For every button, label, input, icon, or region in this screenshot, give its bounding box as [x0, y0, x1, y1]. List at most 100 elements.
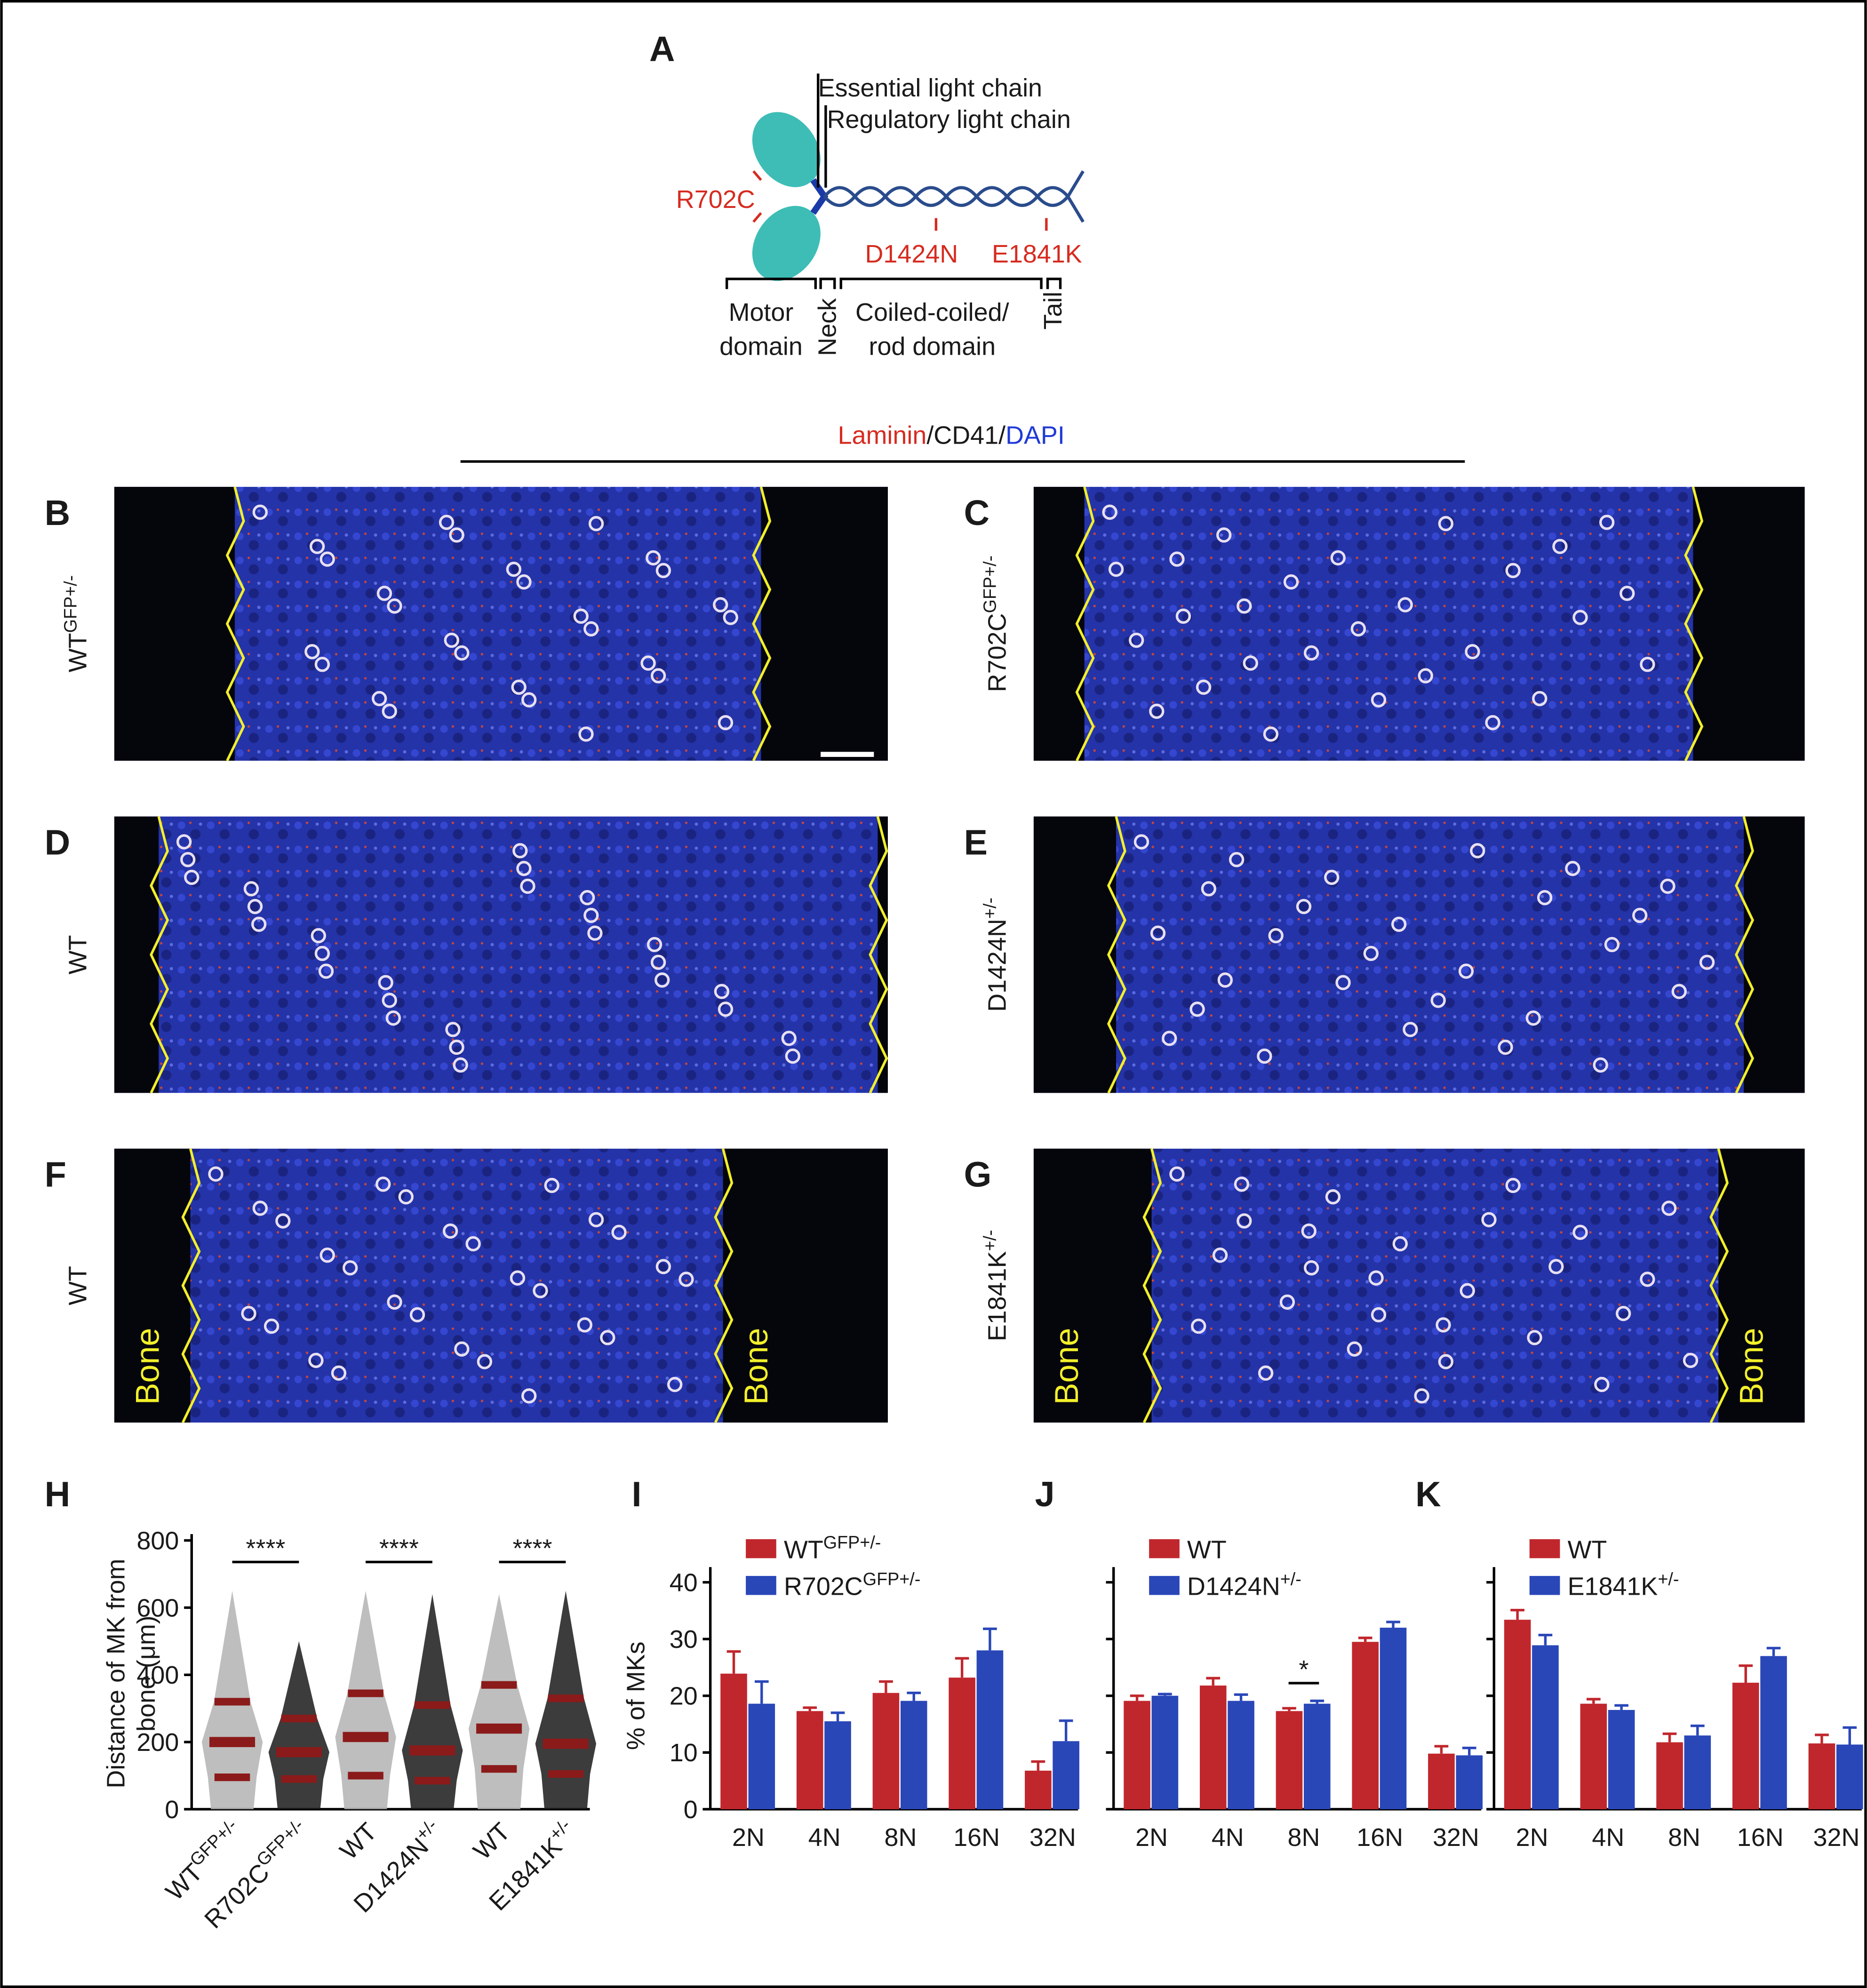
megakaryocyte — [304, 644, 320, 660]
median-bar — [543, 1738, 589, 1749]
megakaryocyte — [667, 1376, 683, 1392]
x-tick-label: 16N — [1356, 1823, 1403, 1852]
megakaryocyte — [1133, 834, 1149, 850]
megakaryocyte — [1217, 972, 1233, 988]
megakaryocyte — [176, 834, 192, 850]
megakaryocyte — [376, 586, 392, 601]
error-bar — [1234, 1693, 1248, 1701]
megakaryocyte — [1263, 726, 1279, 742]
bar — [1303, 1703, 1331, 1809]
megakaryocyte — [516, 574, 532, 590]
megakaryocyte — [1330, 550, 1346, 566]
bar — [720, 1673, 747, 1809]
bone-label: Bone — [1048, 1328, 1085, 1405]
y-tick-label: 800 — [136, 1527, 179, 1555]
error-bar — [1815, 1734, 1829, 1744]
megakaryocyte — [382, 993, 397, 1008]
error-bar — [1310, 1699, 1324, 1704]
megakaryocyte — [1368, 1270, 1384, 1286]
megakaryocyte — [1615, 1306, 1631, 1321]
megakaryocyte — [1301, 1223, 1316, 1239]
text-superscript: GFP+/- — [980, 556, 1000, 613]
megakaryocyte — [318, 963, 334, 979]
megakaryocyte — [718, 715, 734, 731]
genotype-label: R702CGFP+/- — [980, 556, 1012, 692]
stain: DAPI — [1005, 421, 1065, 449]
y-axis-label: bone (μm) — [132, 1615, 160, 1732]
legend-label: R702CGFP+/- — [784, 1569, 920, 1601]
bone-region — [1033, 816, 1117, 1093]
bar — [949, 1678, 975, 1809]
megakaryocyte — [1683, 1352, 1699, 1368]
megakaryocyte — [577, 1317, 593, 1333]
stain: Laminin — [838, 421, 927, 449]
panel-label: F — [45, 1155, 66, 1194]
legend-swatch — [1529, 1576, 1560, 1595]
megakaryocyte — [275, 1213, 291, 1229]
text-base: D1424N — [1187, 1573, 1280, 1601]
text-base: WT — [1568, 1535, 1607, 1564]
error-bar — [1510, 1608, 1524, 1620]
genotype-label: D1424N+/- — [980, 898, 1012, 1012]
megakaryocyte — [533, 1283, 548, 1298]
megakaryocyte — [1438, 1354, 1454, 1369]
megakaryocyte — [1565, 861, 1580, 876]
panel-label: C — [964, 493, 990, 533]
error-bar — [879, 1680, 893, 1693]
bar — [1532, 1645, 1559, 1809]
megakaryocyte — [723, 610, 738, 625]
megakaryocyte — [1594, 1376, 1610, 1392]
megakaryocyte — [465, 1236, 481, 1252]
megakaryocyte — [781, 1031, 797, 1046]
megakaryocyte — [573, 608, 589, 624]
megakaryocyte — [1150, 925, 1166, 941]
error-bar — [754, 1680, 769, 1704]
panel-label: H — [45, 1474, 71, 1514]
quartile-bar — [281, 1715, 317, 1723]
error-bar — [1739, 1664, 1753, 1683]
micrograph — [1033, 1148, 1805, 1423]
megakaryocyte — [309, 539, 325, 554]
megakaryocyte — [1593, 1057, 1608, 1073]
bone-region — [114, 486, 235, 761]
bone-boundary — [714, 1148, 734, 1423]
megakaryocyte — [1296, 899, 1312, 914]
quartile-bar — [348, 1689, 383, 1697]
error-bar — [1031, 1760, 1045, 1771]
y-tick-label: 30 — [670, 1625, 698, 1654]
quartile-bar — [481, 1765, 517, 1773]
label: Regulatory light chain — [827, 105, 1071, 134]
bar — [1428, 1753, 1455, 1809]
megakaryocyte — [1458, 963, 1474, 979]
micrograph — [114, 486, 888, 761]
text-superscript: +/- — [1658, 1569, 1679, 1589]
megakaryocyte — [1169, 551, 1185, 567]
y-tick-label: 20 — [670, 1682, 698, 1710]
megakaryocyte — [1572, 1225, 1588, 1240]
error-bar — [1206, 1677, 1221, 1686]
megakaryocyte — [1418, 668, 1433, 684]
x-tick-label: 4N — [1212, 1823, 1244, 1852]
megakaryocyte — [454, 1341, 470, 1357]
y-axis-label: % of MKs — [622, 1641, 650, 1750]
megakaryocyte — [454, 645, 470, 661]
bar — [1380, 1628, 1407, 1809]
error-bar — [1434, 1745, 1449, 1754]
scale-bar — [821, 752, 874, 757]
megakaryocyte — [1414, 1388, 1429, 1404]
megakaryocyte — [1403, 1022, 1418, 1037]
megakaryocyte — [650, 954, 666, 970]
legend-swatch — [1149, 1576, 1180, 1595]
bone-boundary — [1709, 1148, 1729, 1423]
bar — [1732, 1683, 1759, 1809]
megakaryocyte — [1505, 563, 1521, 578]
legend-swatch — [746, 1576, 776, 1595]
megakaryocyte — [1324, 869, 1340, 885]
bar — [976, 1650, 1004, 1809]
megakaryocyte — [387, 1294, 402, 1310]
megakaryocyte — [1303, 645, 1319, 661]
megakaryocyte — [1438, 516, 1454, 532]
megakaryocyte — [314, 657, 330, 672]
megakaryocyte — [588, 1212, 604, 1227]
label: rod domain — [869, 333, 996, 361]
